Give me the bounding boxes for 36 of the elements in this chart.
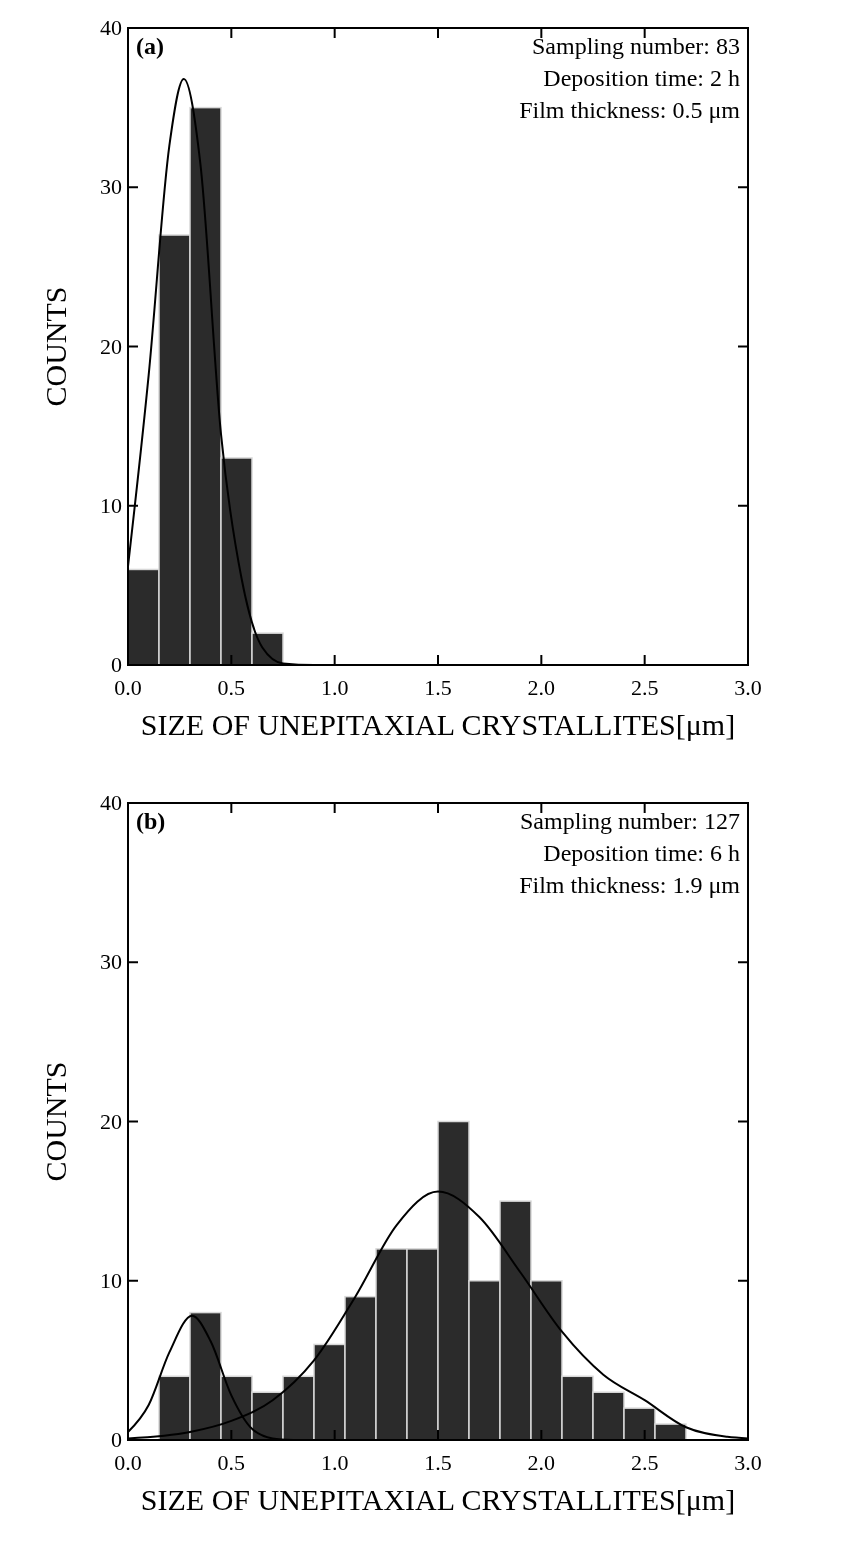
y-tick-label: 10: [100, 492, 122, 518]
x-tick-label: 1.5: [424, 675, 452, 700]
x-tick-label: 1.0: [320, 1450, 349, 1475]
x-tick-label: 2.5: [630, 1450, 659, 1475]
annotation: (b): [136, 808, 166, 834]
y-tick-label: 20: [100, 1108, 122, 1134]
x-tick-label: 2.0: [527, 1450, 556, 1475]
annotation: Sampling number: 127: [520, 808, 740, 834]
x-tick-label: 1.5: [424, 1450, 452, 1475]
annotation: Deposition time: 6 h: [543, 840, 740, 866]
x-tick-label: 3.0: [734, 675, 762, 700]
y-tick-label: 40: [100, 790, 122, 815]
x-axis-title: SIZE OF UNEPITAXIAL CRYSTALLITES[μm]: [140, 1483, 736, 1516]
y-tick-label: 40: [100, 15, 122, 40]
y-tick-label: 0: [111, 652, 122, 677]
x-tick-label: 3.0: [734, 1450, 762, 1475]
y-tick-label: 0: [111, 1427, 122, 1452]
x-tick-label: 0.0: [114, 675, 142, 700]
x-axis-title: SIZE OF UNEPITAXIAL CRYSTALLITES[μm]: [140, 708, 736, 741]
y-axis-title: COUNTS: [39, 286, 72, 407]
y-tick-label: 30: [100, 174, 122, 200]
x-tick-label: 2.0: [527, 675, 556, 700]
x-tick-label: 1.0: [320, 675, 349, 700]
x-tick-label: 0.0: [114, 1450, 142, 1475]
annotation: Deposition time: 2 h: [543, 65, 740, 91]
annotation: Film thickness: 1.9 μm: [519, 872, 741, 898]
x-tick-label: 0.5: [217, 1450, 246, 1475]
y-axis-title: COUNTS: [39, 1061, 72, 1182]
y-tick-label: 10: [100, 1267, 122, 1293]
annotation: Film thickness: 0.5 μm: [519, 97, 741, 123]
y-tick-label: 20: [100, 333, 122, 359]
y-tick-label: 30: [100, 949, 122, 975]
annotation: Sampling number: 83: [532, 33, 740, 59]
annotation: (a): [136, 33, 164, 59]
x-tick-label: 0.5: [217, 675, 246, 700]
x-tick-label: 2.5: [630, 675, 659, 700]
